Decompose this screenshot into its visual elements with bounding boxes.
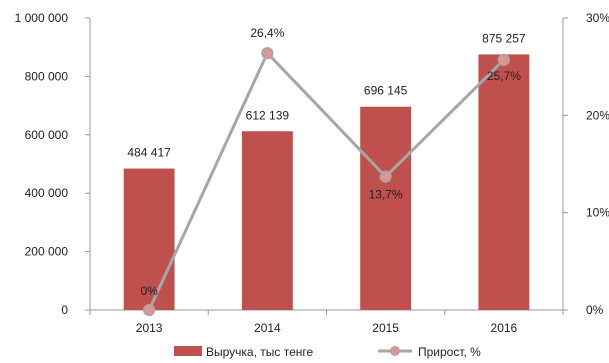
growth-value-label: 13,7% [369, 188, 403, 202]
bar-value-label: 484 417 [127, 146, 171, 160]
legend-swatch-growth-marker [391, 347, 400, 356]
growth-value-label: 25,7% [487, 69, 521, 83]
legend-label-revenue: Выручка, тыс тенге [206, 345, 314, 359]
legend-label-growth: Прирост, % [418, 345, 481, 359]
bar-2016 [478, 54, 529, 310]
bar-value-label: 696 145 [364, 84, 408, 98]
legend-swatch-revenue [174, 346, 202, 356]
bar-value-label: 612 139 [246, 108, 290, 122]
growth-value-label: 0% [140, 284, 158, 298]
left-axis: 0 200 000 400 000 600 000 800 000 1 000 000 [15, 11, 90, 317]
left-tick-label: 400 000 [25, 186, 69, 200]
bar-2014 [242, 131, 293, 310]
left-tick-label: 600 000 [25, 128, 69, 142]
right-tick-label: 30% [586, 11, 609, 25]
left-tick-label: 200 000 [25, 245, 69, 259]
growth-point-2013 [144, 305, 155, 316]
x-axis: 2013 2014 2015 2016 [90, 310, 563, 335]
bar-value-label: 875 257 [482, 31, 526, 45]
growth-point-2015 [380, 171, 391, 182]
growth-point-2014 [262, 48, 273, 59]
x-tick-label: 2013 [136, 321, 163, 335]
x-tick-label: 2016 [491, 321, 518, 335]
x-tick-label: 2014 [254, 321, 281, 335]
right-tick-label: 0% [586, 303, 604, 317]
right-tick-label: 10% [586, 206, 609, 220]
growth-value-label: 26,4% [250, 26, 284, 40]
revenue-bars: 484 417 612 139 696 145 875 257 [124, 31, 530, 310]
left-tick-label: 0 [61, 303, 68, 317]
left-tick-label: 800 000 [25, 69, 69, 83]
left-tick-label: 1 000 000 [15, 11, 69, 25]
growth-point-2016 [498, 54, 509, 65]
right-axis: 0% 10% 20% 30% [563, 11, 609, 317]
x-tick-label: 2015 [372, 321, 399, 335]
bar-2015 [360, 107, 411, 310]
growth-line-path [149, 53, 504, 310]
growth-line: 0% 26,4% 13,7% 25,7% [140, 26, 521, 315]
legend: Выручка, тыс тенге Прирост, % [174, 345, 481, 359]
right-tick-label: 20% [586, 108, 609, 122]
